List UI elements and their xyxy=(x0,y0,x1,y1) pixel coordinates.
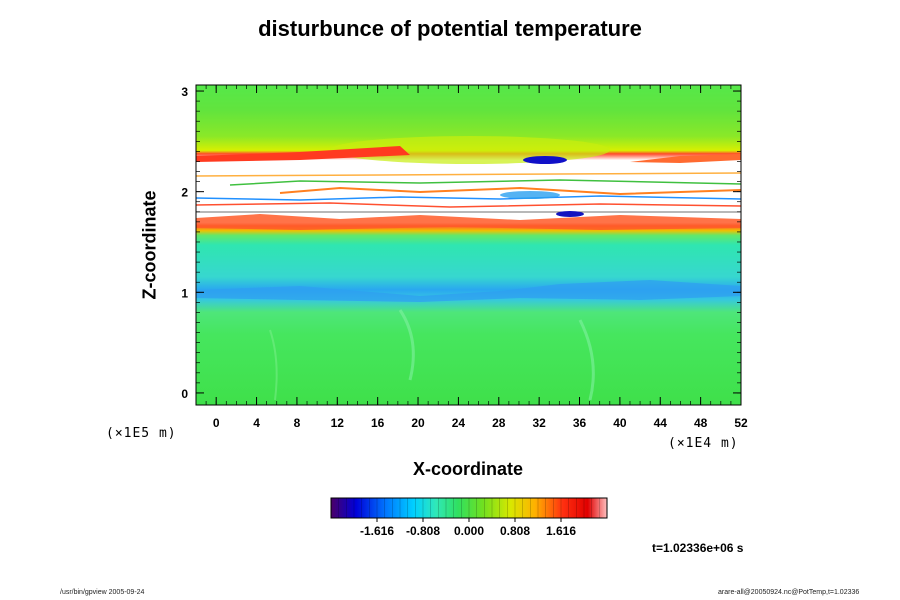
colorbar: -1.616 -0.808 0.000 0.808 1.616 xyxy=(330,497,608,538)
y-tick-label: 1 xyxy=(181,286,188,300)
y-axis-unit: (×1E5 m) xyxy=(106,426,177,441)
x-tick-label: 40 xyxy=(613,416,627,430)
field-feature xyxy=(630,154,741,163)
field-feature xyxy=(196,202,741,208)
y-tick-label: 3 xyxy=(181,85,188,99)
field-feature xyxy=(578,319,595,401)
x-tick-label: 24 xyxy=(452,416,466,430)
colorbar-label: 0.808 xyxy=(500,524,530,538)
heatmap-field xyxy=(196,85,741,405)
y-tick-label: 2 xyxy=(181,186,188,200)
y-axis-label: Z-coordinate xyxy=(139,190,160,300)
x-axis: 0 4 8 12 16 20 24 28 32 36 40 44 48 52 xyxy=(195,85,748,430)
footer-right: arare-all@20050924.nc@PotTemp,t=1.02336 xyxy=(718,589,860,596)
x-axis-label: X-coordinate xyxy=(412,459,523,479)
field-feature xyxy=(500,191,560,199)
field-feature xyxy=(196,214,741,230)
field-feature xyxy=(269,329,278,401)
x-tick-label: 48 xyxy=(694,416,708,430)
x-tick-label: 32 xyxy=(532,416,546,430)
field-feature xyxy=(196,280,741,302)
x-tick-label: 16 xyxy=(371,416,385,430)
x-tick-label: 0 xyxy=(213,416,220,430)
colorbar-ticks: -1.616 -0.808 0.000 0.808 1.616 xyxy=(338,498,600,538)
x-tick-label: 8 xyxy=(294,416,301,430)
time-label: t=1.02336e+06 s xyxy=(652,541,744,555)
colorbar-label: -1.616 xyxy=(360,524,394,538)
field-feature xyxy=(196,195,741,201)
colorbar-label: -0.808 xyxy=(406,524,440,538)
x-tick-label: 12 xyxy=(331,416,345,430)
field-feature xyxy=(196,146,410,162)
x-tick-label: 28 xyxy=(492,416,506,430)
colorbar-label: 0.000 xyxy=(454,524,484,538)
x-tick-label: 44 xyxy=(654,416,668,430)
heatmap-plot-area xyxy=(195,84,742,406)
colorbar-label: 1.616 xyxy=(546,524,576,538)
x-tick-label: 36 xyxy=(573,416,587,430)
x-tick-label: 4 xyxy=(253,416,260,430)
field-feature xyxy=(229,179,741,186)
y-tick-label: 0 xyxy=(181,387,188,401)
x-tick-label: 20 xyxy=(411,416,425,430)
y-axis: 0 1 2 3 xyxy=(181,85,741,401)
field-feature xyxy=(398,309,415,381)
x-tick-label: 52 xyxy=(734,416,748,430)
footer-left: /usr/bin/gpview 2005-09-24 xyxy=(60,589,145,596)
heatmap-field-details xyxy=(196,136,741,401)
field-feature xyxy=(523,156,567,164)
field-feature xyxy=(196,172,741,177)
field-feature xyxy=(556,211,584,217)
x-axis-unit: (×1E4 m) xyxy=(668,436,739,451)
field-feature xyxy=(279,186,741,196)
chart-title: disturbunce of potential temperature xyxy=(258,16,642,41)
